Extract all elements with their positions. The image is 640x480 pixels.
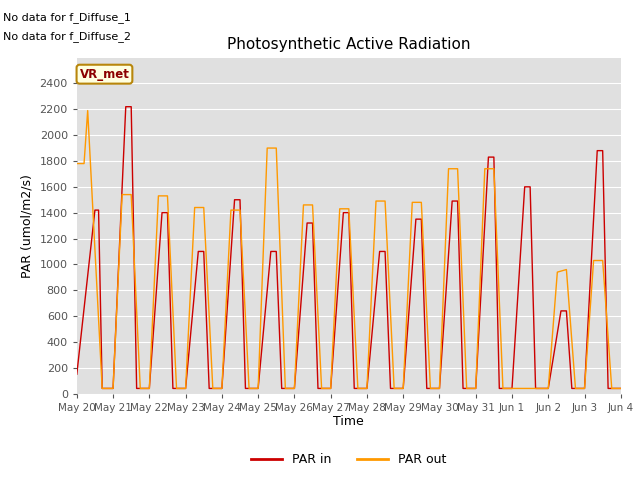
Text: No data for f_Diffuse_1: No data for f_Diffuse_1 bbox=[3, 12, 131, 23]
Text: No data for f_Diffuse_2: No data for f_Diffuse_2 bbox=[3, 31, 131, 42]
Text: VR_met: VR_met bbox=[79, 68, 129, 81]
Title: Photosynthetic Active Radiation: Photosynthetic Active Radiation bbox=[227, 37, 470, 52]
Y-axis label: PAR (umol/m2/s): PAR (umol/m2/s) bbox=[21, 174, 34, 277]
X-axis label: Time: Time bbox=[333, 415, 364, 429]
Legend: PAR in, PAR out: PAR in, PAR out bbox=[246, 448, 451, 471]
